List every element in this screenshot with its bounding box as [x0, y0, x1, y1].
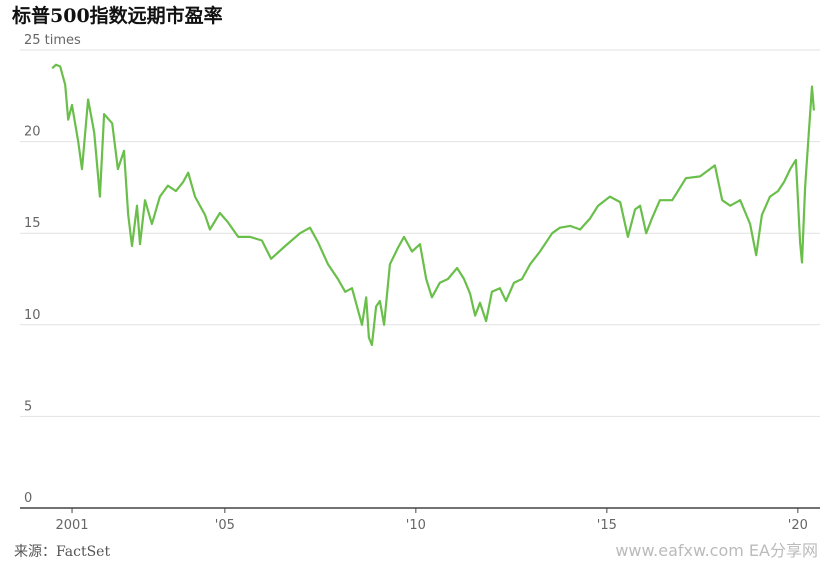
y-tick-label: 20: [24, 125, 41, 140]
y-tick-label: 15: [24, 216, 41, 231]
source: 来源：FactSet: [14, 544, 110, 560]
line: [51, 63, 815, 347]
y-tick-label: 5: [24, 399, 32, 414]
x-tick-label: '15: [597, 518, 617, 533]
x-tick-label: '20: [788, 518, 808, 533]
chart-title: 标普500指数远期市盈率: [12, 4, 223, 27]
x-tick-label: '10: [406, 518, 426, 533]
watermark: www.eafxw.com EA分享网: [615, 541, 818, 560]
y-tick-label: 0: [24, 491, 32, 506]
y-tick-label: 10: [24, 308, 41, 323]
x-tick-label: '05: [215, 518, 235, 533]
y-tick-label: 25 times: [24, 33, 81, 48]
x-tick-label: 2001: [55, 518, 88, 533]
